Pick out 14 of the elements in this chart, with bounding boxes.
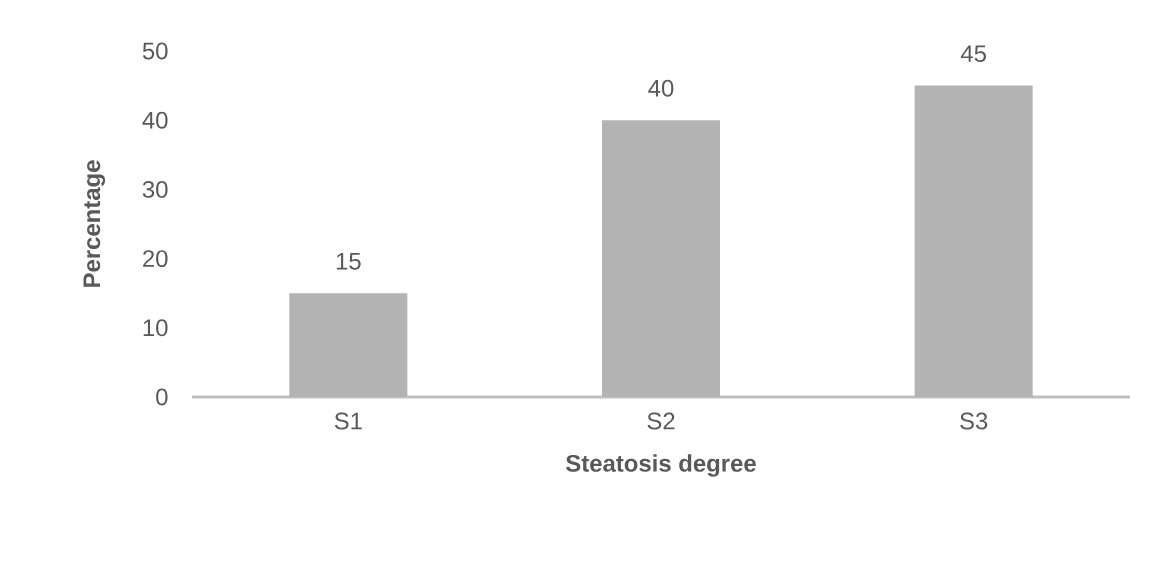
- y-tick-label: 20: [143, 250, 168, 268]
- y-tick-label: 40: [142, 111, 168, 129]
- x-tick-label: S1: [334, 412, 362, 430]
- y-axis-title: Percentage: [83, 160, 106, 287]
- y-tick-label: 10: [143, 319, 168, 337]
- data-label: 15: [336, 252, 361, 270]
- data-label: 45: [960, 45, 986, 63]
- y-tick-label: 50: [142, 42, 168, 60]
- data-label: 40: [648, 79, 674, 97]
- x-tick-label: S3: [960, 412, 988, 430]
- y-tick-label: 30: [142, 180, 168, 198]
- x-axis-title: Steatosis degree: [566, 454, 756, 477]
- x-tick-label: S2: [647, 412, 675, 430]
- y-tick-label: 0: [156, 388, 168, 406]
